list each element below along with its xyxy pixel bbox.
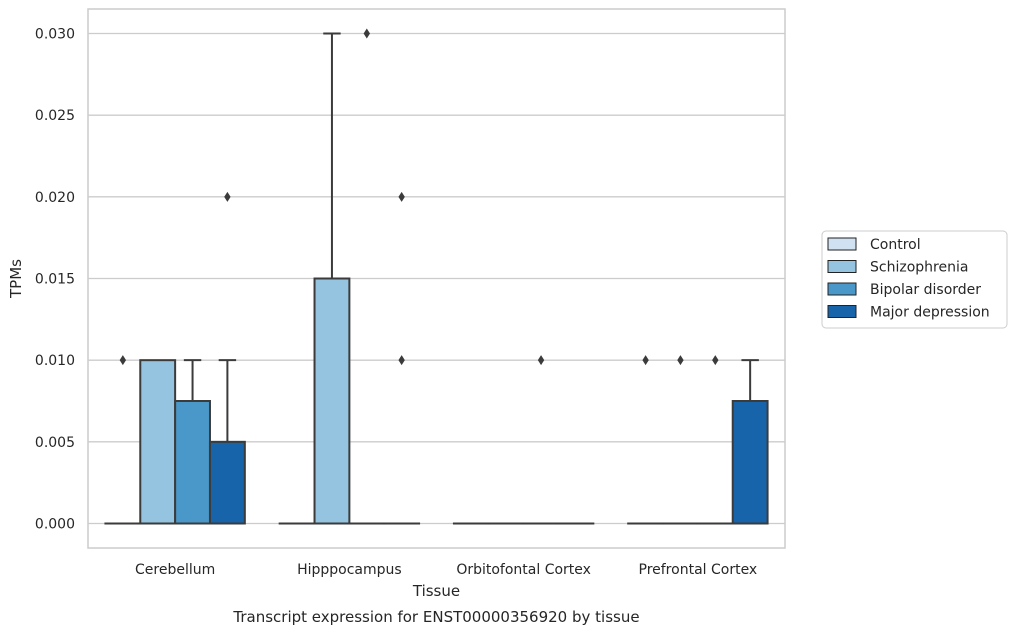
legend-swatch bbox=[827, 282, 857, 296]
box-bipolar-disorder bbox=[174, 359, 211, 525]
box-bipolar-disorder bbox=[522, 355, 560, 525]
legend-label: Major depression bbox=[870, 305, 990, 321]
box-schizophrenia bbox=[313, 32, 351, 525]
x-axis-label: Tissue bbox=[412, 582, 460, 600]
box-bipolar-disorder bbox=[696, 355, 734, 525]
legend-swatch bbox=[827, 260, 857, 273]
box-body bbox=[174, 400, 211, 525]
box-body bbox=[731, 400, 769, 525]
legend-label: Schizophrenia bbox=[870, 260, 968, 276]
y-tick-label: 0.030 bbox=[35, 27, 75, 43]
box-groups bbox=[104, 28, 769, 525]
outlier-point bbox=[537, 355, 545, 366]
box-control bbox=[627, 355, 665, 525]
box-major-depression bbox=[383, 191, 421, 525]
y-tick-label: 0.015 bbox=[35, 272, 75, 288]
y-tick-label: 0.020 bbox=[35, 190, 75, 206]
x-tick-label: Orbitofontal Cortex bbox=[456, 562, 591, 578]
box-body bbox=[208, 440, 246, 525]
x-tick-label: Cerebellum bbox=[135, 562, 215, 578]
box-schizophrenia bbox=[139, 359, 177, 525]
y-axis-ticks: 0.000 0.005 0.010 0.015 0.020 0.025 0.030 bbox=[35, 27, 75, 533]
y-axis-label: TPMs bbox=[7, 259, 25, 299]
outlier-point bbox=[712, 355, 719, 366]
outlier-point bbox=[398, 191, 405, 202]
box-body bbox=[139, 359, 177, 525]
x-tick-label: Hipppocampus bbox=[297, 562, 402, 578]
outlier-point bbox=[677, 355, 684, 366]
outlier-point bbox=[224, 191, 231, 202]
outlier-point bbox=[642, 355, 649, 366]
legend-label: Bipolar disorder bbox=[870, 282, 981, 298]
legend-frame bbox=[821, 230, 1008, 329]
legend-swatch bbox=[827, 305, 857, 318]
plot-frame bbox=[87, 8, 786, 549]
y-tick-label: 0.005 bbox=[35, 435, 75, 451]
box-bipolar-disorder bbox=[348, 28, 386, 525]
outlier-point bbox=[398, 355, 405, 366]
box-body bbox=[313, 277, 351, 525]
box-control bbox=[104, 355, 142, 525]
box-schizophrenia bbox=[662, 355, 699, 525]
chart-caption: Transcript expression for ENST0000035692… bbox=[232, 608, 639, 626]
legend-label: Control bbox=[870, 237, 921, 253]
y-tick-label: 0.010 bbox=[35, 353, 75, 369]
y-tick-label: 0.025 bbox=[35, 108, 75, 124]
box-major-depression bbox=[731, 359, 769, 525]
outlier-point bbox=[363, 28, 370, 39]
outlier-point bbox=[119, 355, 127, 366]
x-tick-label: Prefrontal Cortex bbox=[639, 562, 758, 578]
y-tick-label: 0.000 bbox=[35, 517, 75, 533]
box-major-depression bbox=[208, 191, 246, 525]
legend-swatch bbox=[827, 237, 857, 251]
legend: Control Schizophrenia Bipolar disorder Majo… bbox=[821, 230, 1008, 329]
x-axis-ticks: Cerebellum Hipppocampus Orbitofontal Corte… bbox=[135, 562, 757, 578]
